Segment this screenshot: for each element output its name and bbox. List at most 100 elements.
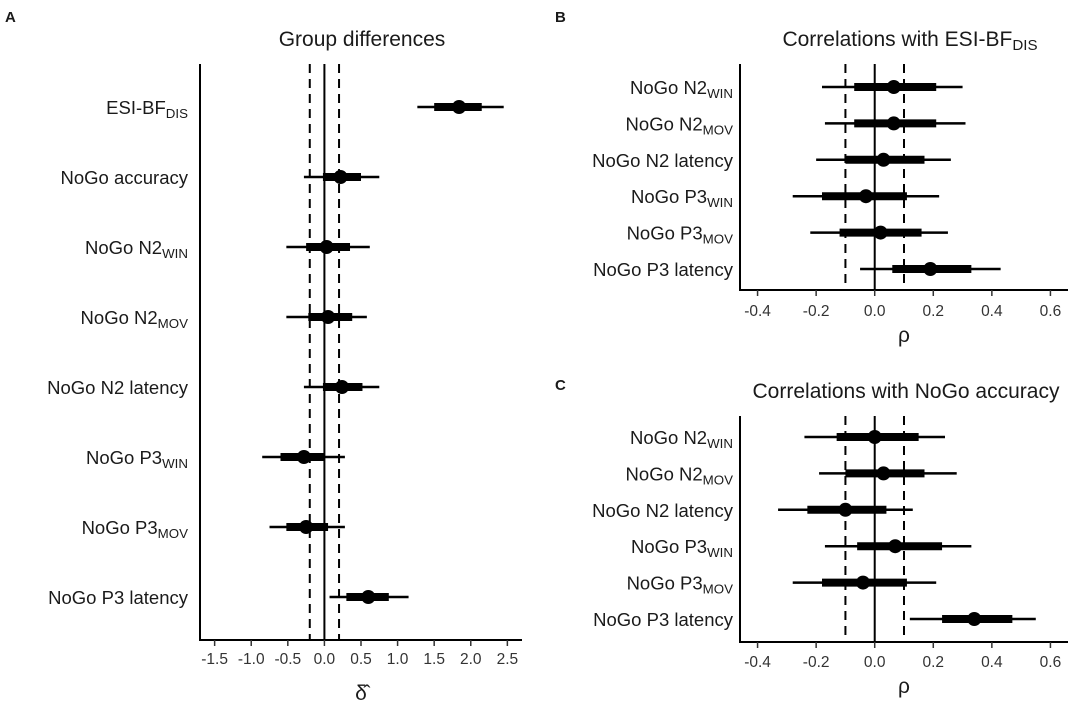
x-tick-label: 0.4 bbox=[981, 303, 1003, 320]
estimate-row: NoGo N2WIN bbox=[630, 77, 963, 101]
row-label-subscript: WIN bbox=[162, 246, 188, 261]
row-label: NoGo P3WIN bbox=[631, 536, 733, 560]
estimate-row: NoGo accuracy bbox=[61, 167, 380, 188]
x-tick-label: 2.5 bbox=[497, 651, 519, 668]
point-estimate bbox=[361, 590, 376, 604]
row-label-subscript: WIN bbox=[707, 195, 733, 210]
estimate-row: NoGo P3 latency bbox=[48, 587, 409, 608]
row-label-main: NoGo P3 bbox=[627, 223, 703, 244]
estimate-row: NoGo N2WIN bbox=[630, 427, 945, 451]
row-label-subscript: MOV bbox=[158, 526, 188, 541]
x-tick-label: 0.2 bbox=[923, 303, 945, 320]
row-label: NoGo accuracy bbox=[61, 167, 189, 188]
point-estimate bbox=[838, 502, 853, 517]
estimate-row: NoGo P3WIN bbox=[631, 186, 940, 210]
row-label: NoGo P3WIN bbox=[86, 447, 188, 471]
point-estimate bbox=[299, 520, 314, 534]
row-label: NoGo N2MOV bbox=[626, 463, 734, 487]
panel-c: C Correlations with NoGo accuracy -0.4 -0.2… bbox=[555, 377, 1068, 698]
row-label-main: NoGo P3 latency bbox=[48, 587, 189, 608]
point-estimate bbox=[886, 80, 901, 94]
point-estimate bbox=[873, 225, 888, 240]
panel-letter: C bbox=[555, 377, 566, 394]
row-label-main: NoGo P3 bbox=[82, 517, 158, 538]
row-label: NoGo N2 latency bbox=[592, 500, 734, 521]
row-label-main: ESI-BF bbox=[106, 97, 166, 118]
row-label-subscript: MOV bbox=[703, 231, 733, 246]
x-tick-label: 0.4 bbox=[981, 654, 1003, 671]
row-label: NoGo P3 latency bbox=[593, 259, 734, 280]
x-tick-label: -0.5 bbox=[274, 651, 301, 668]
panel-b: B Correlations with ESI-BFDIS -0.4 -0.2 0.0 0… bbox=[555, 9, 1068, 347]
panel-a: A Group differences -1.5 -1.0 -0.5 0.0 0.5 1.0 1… bbox=[5, 9, 522, 705]
point-estimate bbox=[321, 310, 336, 324]
point-estimate bbox=[334, 380, 349, 394]
row-label-main: NoGo N2 bbox=[626, 113, 703, 134]
point-estimate bbox=[856, 575, 870, 590]
estimate-row: NoGo P3MOV bbox=[82, 517, 345, 541]
estimate-row: ESI-BFDIS bbox=[106, 97, 504, 121]
row-label: NoGo P3 latency bbox=[593, 609, 734, 630]
row-label-subscript: MOV bbox=[158, 316, 188, 331]
estimate-row: NoGo P3MOV bbox=[627, 573, 937, 597]
estimate-row: NoGo P3 latency bbox=[593, 259, 1001, 280]
row-label: NoGo N2WIN bbox=[630, 427, 733, 451]
x-axis-label: δ̂ bbox=[355, 682, 371, 705]
row-label: NoGo P3MOV bbox=[627, 573, 734, 597]
point-estimate bbox=[876, 466, 891, 481]
x-tick-label: 0.0 bbox=[864, 654, 886, 671]
row-label-subscript: DIS bbox=[166, 106, 188, 121]
estimate-row: NoGo P3MOV bbox=[627, 223, 948, 247]
row-label-subscript: WIN bbox=[707, 436, 733, 451]
row-label-main: NoGo N2 bbox=[81, 307, 158, 328]
row-label-main: NoGo N2 bbox=[626, 463, 703, 484]
x-axis-label: ρ bbox=[898, 675, 910, 698]
x-tick-label: 0.0 bbox=[314, 651, 336, 668]
estimate-row: NoGo N2 latency bbox=[592, 500, 913, 521]
x-tick-label: 1.0 bbox=[387, 651, 409, 668]
row-label-main: NoGo P3 latency bbox=[593, 259, 734, 280]
chart-title-subscript: DIS bbox=[1012, 37, 1037, 54]
row-label-main: NoGo N2 bbox=[85, 237, 162, 258]
estimate-row: NoGo P3WIN bbox=[631, 536, 972, 560]
row-label-main: NoGo N2 latency bbox=[47, 377, 189, 398]
row-label: NoGo P3WIN bbox=[631, 186, 733, 210]
x-tick-label: 2.0 bbox=[460, 651, 482, 668]
row-label: NoGo P3 latency bbox=[48, 587, 189, 608]
row-label: NoGo N2MOV bbox=[626, 113, 734, 137]
row-label: NoGo N2 latency bbox=[47, 377, 189, 398]
row-label-subscript: WIN bbox=[162, 456, 188, 471]
x-tick-label: -0.4 bbox=[744, 654, 771, 671]
x-tick-label: -1.5 bbox=[201, 651, 228, 668]
row-label-main: NoGo P3 bbox=[86, 447, 162, 468]
row-label: NoGo P3MOV bbox=[82, 517, 189, 541]
estimate-row: NoGo N2MOV bbox=[626, 463, 957, 487]
point-estimate bbox=[876, 152, 891, 167]
row-label-main: NoGo N2 latency bbox=[592, 500, 734, 521]
x-tick-label: -0.2 bbox=[803, 303, 830, 320]
point-estimate bbox=[452, 100, 467, 114]
row-label-subscript: MOV bbox=[703, 122, 733, 137]
point-estimate bbox=[319, 240, 334, 254]
point-estimate bbox=[296, 450, 311, 464]
row-label-subscript: MOV bbox=[703, 472, 733, 487]
row-label-main: NoGo N2 latency bbox=[592, 150, 734, 171]
panel-letter: A bbox=[5, 9, 16, 26]
row-label: NoGo N2 latency bbox=[592, 150, 734, 171]
estimate-row: NoGo P3 latency bbox=[593, 609, 1036, 630]
row-label: NoGo P3MOV bbox=[627, 223, 734, 247]
x-tick-label: 1.5 bbox=[423, 651, 445, 668]
x-tick-label: 0.0 bbox=[864, 303, 886, 320]
row-label: NoGo N2MOV bbox=[81, 307, 189, 331]
x-tick-label: 0.2 bbox=[923, 654, 945, 671]
x-tick-label: -0.4 bbox=[744, 303, 771, 320]
point-estimate bbox=[923, 262, 938, 276]
x-tick-label: 0.5 bbox=[350, 651, 372, 668]
row-label-main: NoGo P3 latency bbox=[593, 609, 734, 630]
chart-title: Group differences bbox=[279, 28, 446, 51]
panel-letter: B bbox=[555, 9, 566, 26]
chart-title: Correlations with ESI-BFDIS bbox=[782, 28, 1037, 54]
row-label: ESI-BFDIS bbox=[106, 97, 188, 121]
point-estimate bbox=[888, 539, 903, 554]
